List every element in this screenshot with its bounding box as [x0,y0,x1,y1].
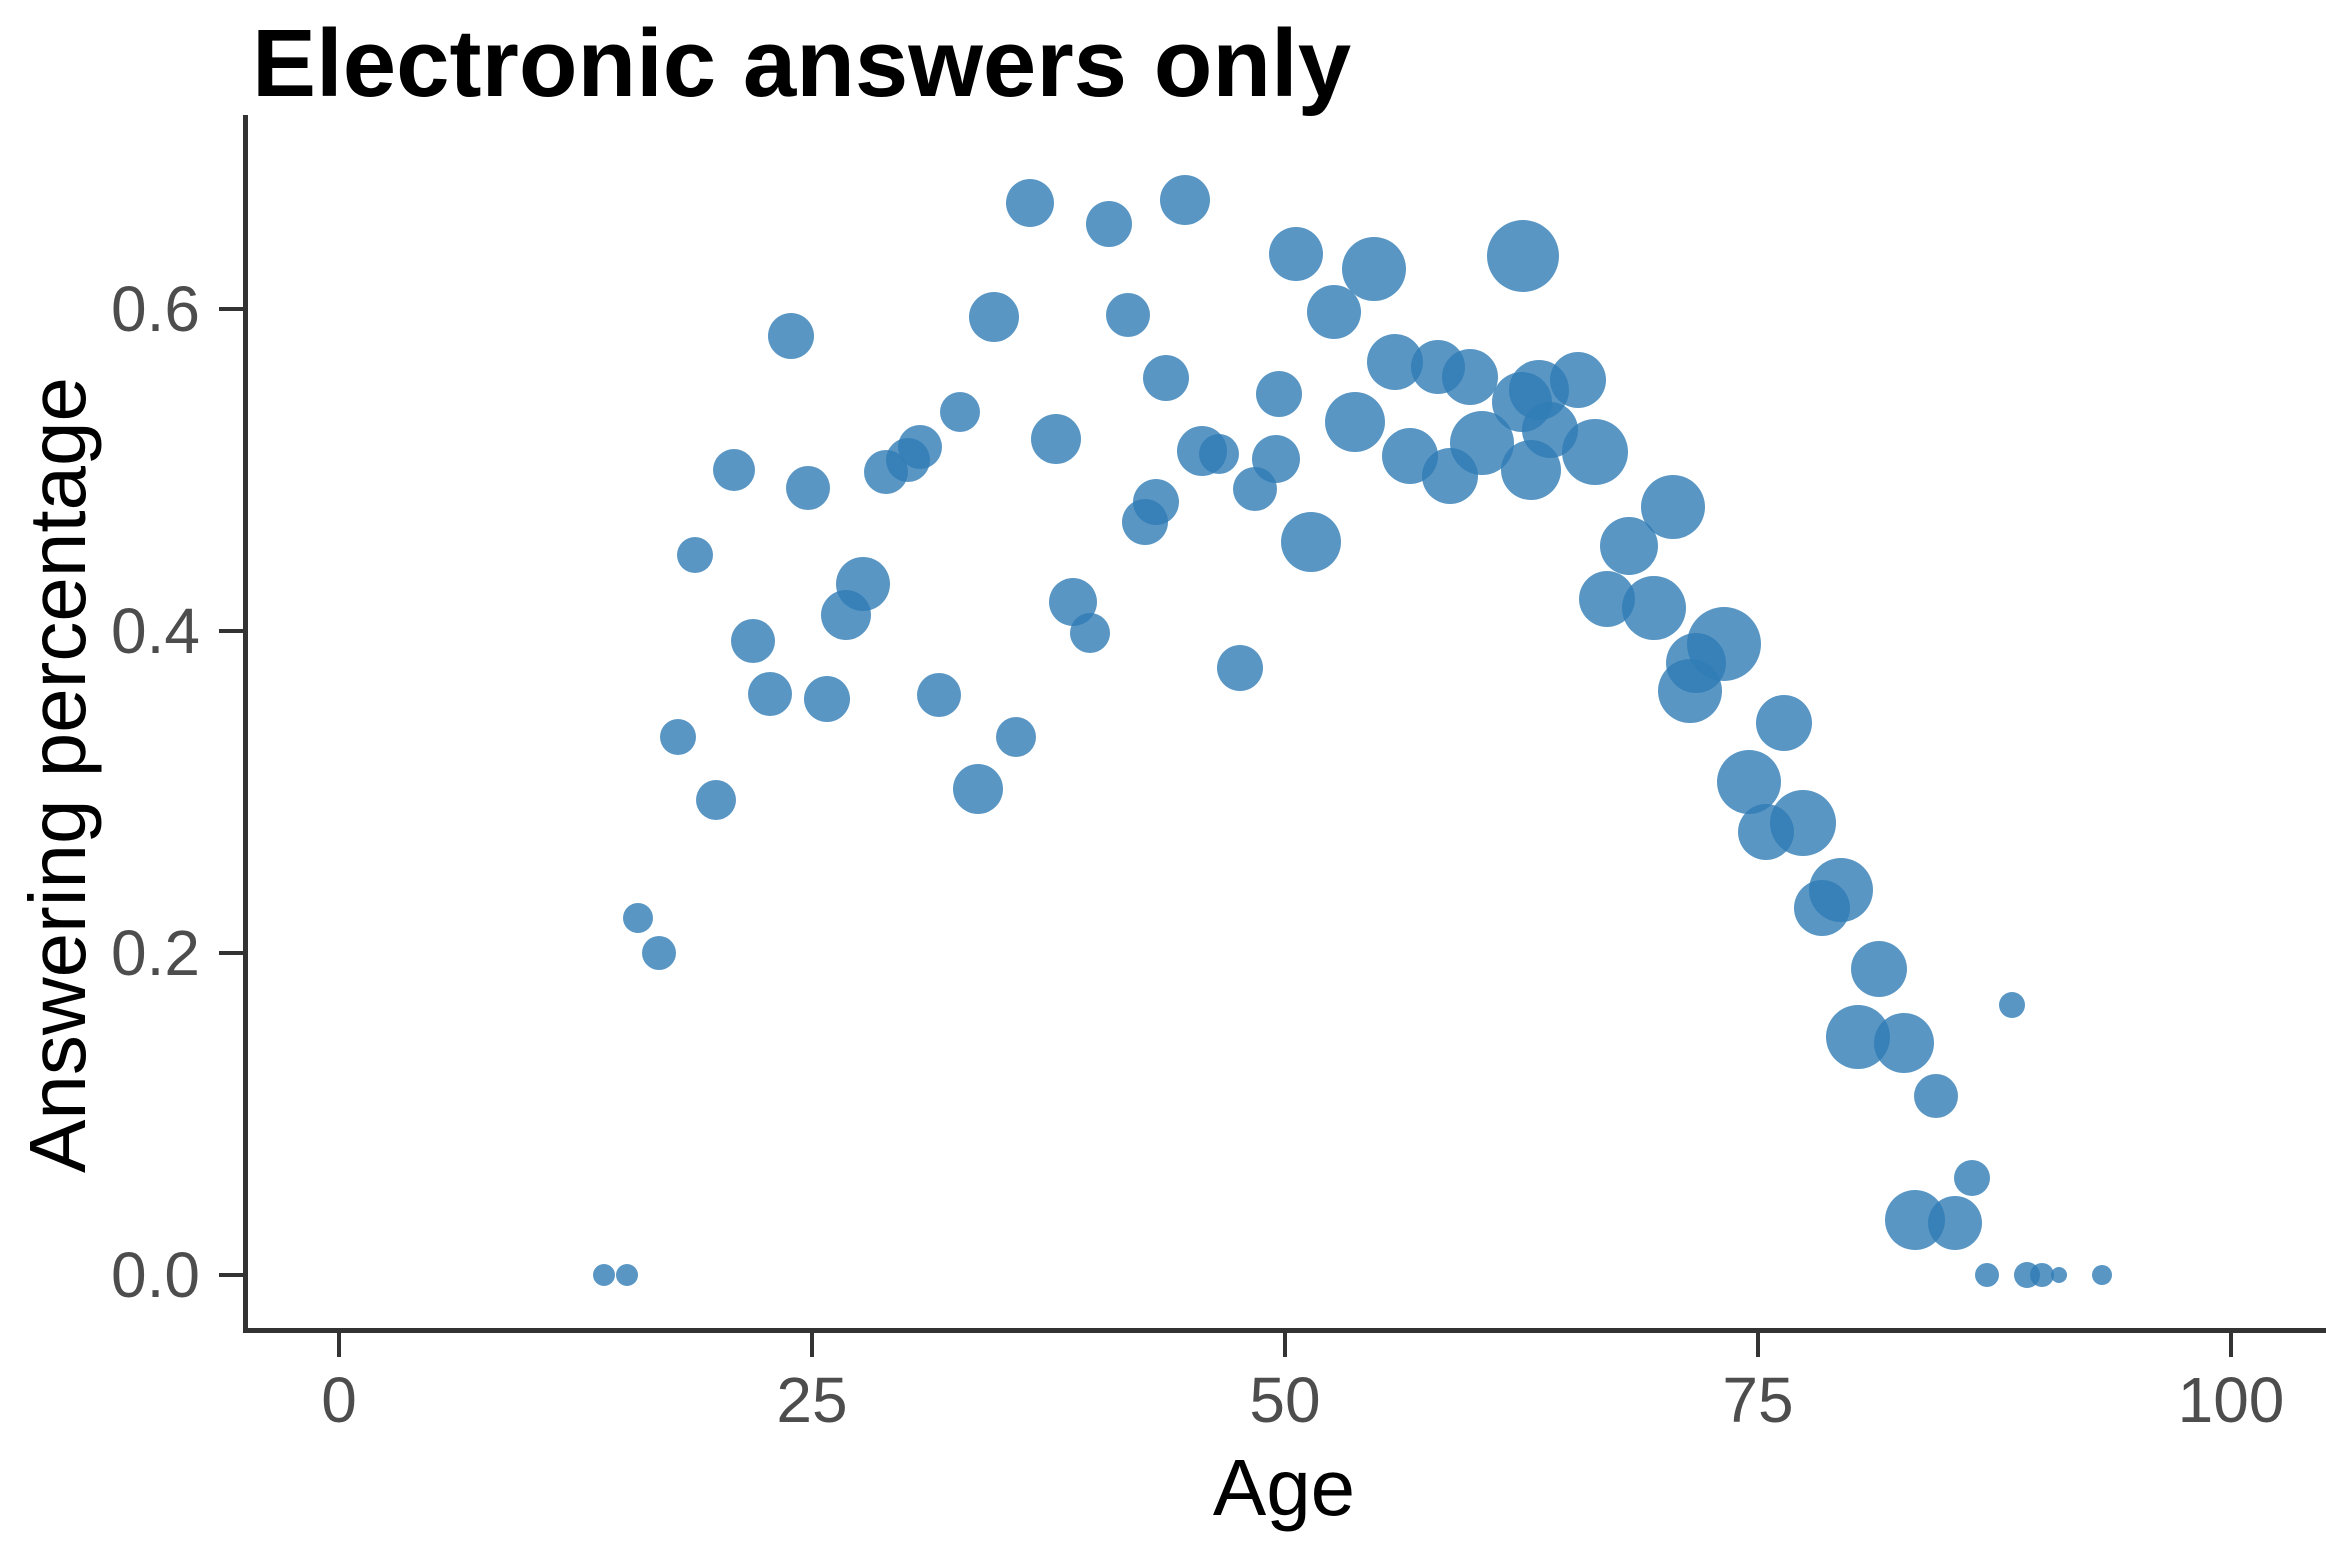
y-tick-mark [219,1273,243,1277]
data-point [1550,351,1607,408]
data-point [996,717,1037,758]
data-point [1005,178,1054,227]
data-point [731,618,776,663]
data-point [641,936,676,970]
data-point [1640,475,1705,540]
data-point [659,719,696,756]
x-tick-mark [1283,1333,1287,1357]
data-point [1070,612,1111,653]
data-point [1341,236,1406,301]
data-point [1216,645,1263,692]
x-axis-line [243,1328,2326,1333]
data-point [786,465,831,510]
data-point [1686,606,1761,681]
data-point [1251,434,1300,483]
chart-title: Electronic answers only [252,10,1352,117]
y-tick-mark [219,307,243,311]
x-tick-mark [2229,1333,2233,1357]
data-point [1974,1263,1999,1287]
y-tick-label: 0.2 [111,917,200,989]
data-point [1927,1196,1982,1251]
y-tick-label: 0.4 [111,595,200,667]
data-point [1307,285,1362,340]
data-point [1133,479,1180,526]
y-tick-label: 0.0 [111,1239,200,1311]
y-tick-mark [219,629,243,633]
data-point [836,557,891,612]
x-tick-label: 75 [1722,1364,1794,1436]
y-tick-mark [219,951,243,955]
data-point [2092,1265,2113,1285]
data-point [748,671,793,716]
data-point [1562,419,1629,486]
data-point [939,392,980,433]
data-point [676,537,713,574]
data-point [953,763,1004,814]
data-point [1487,219,1560,292]
data-point [1256,371,1303,418]
x-tick-label: 100 [2177,1364,2285,1436]
y-tick-label: 0.6 [111,273,200,345]
x-tick-mark [1756,1333,1760,1357]
data-point [1442,348,1499,405]
data-point [592,1264,615,1286]
data-point [1716,750,1781,815]
data-point [1031,414,1082,465]
data-point [1105,293,1150,338]
data-point [804,675,851,722]
data-point [1998,991,2025,1018]
data-point [1873,1013,1934,1074]
data-point [2029,1263,2054,1287]
data-point [2050,1267,2067,1283]
data-point [1756,694,1813,751]
data-point [768,313,815,360]
data-point [897,425,942,470]
data-point [1281,512,1342,573]
data-point [1159,174,1210,225]
data-point [615,1264,638,1286]
x-tick-mark [337,1333,341,1357]
x-axis-title: Age [1212,1443,1356,1532]
data-point [916,673,961,718]
data-point [1621,576,1686,641]
data-point [1851,941,1908,998]
data-point [1269,227,1324,282]
data-point [695,780,736,821]
data-point [1953,1160,1990,1197]
data-point [1809,858,1874,923]
data-point [622,902,653,933]
data-point [1325,391,1385,452]
data-point [1198,433,1239,474]
data-point [968,292,1019,343]
x-tick-label: 0 [321,1364,357,1436]
data-point [713,449,756,491]
x-tick-label: 50 [1249,1364,1321,1436]
data-point [1770,789,1837,856]
x-tick-label: 25 [776,1364,848,1436]
y-axis-line [243,115,248,1333]
x-tick-mark [810,1333,814,1357]
data-point [1086,200,1133,247]
data-point [1913,1074,1958,1119]
data-point [1142,355,1189,402]
